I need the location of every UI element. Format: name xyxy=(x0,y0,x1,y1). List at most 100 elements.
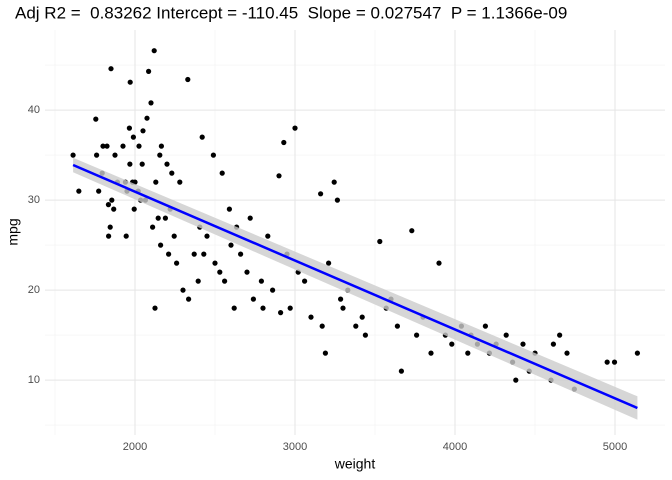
point xyxy=(482,323,488,329)
point xyxy=(191,251,197,257)
point xyxy=(136,143,142,149)
point xyxy=(123,233,129,239)
x-tick-label: 4000 xyxy=(443,441,467,453)
point xyxy=(398,368,404,374)
point xyxy=(153,179,159,185)
point xyxy=(204,233,210,239)
y-tick-label: 10 xyxy=(28,374,40,386)
y-axis-title: mpg xyxy=(5,218,21,245)
point xyxy=(158,143,164,149)
chart-title: Adj R2 = 0.83262 Intercept = -110.45 Slo… xyxy=(15,3,567,22)
point xyxy=(148,100,154,106)
point xyxy=(195,278,201,284)
point xyxy=(106,233,112,239)
point xyxy=(219,170,225,176)
point xyxy=(152,305,158,311)
fit-line xyxy=(72,163,638,410)
point xyxy=(177,179,183,185)
point xyxy=(132,179,138,185)
point xyxy=(238,251,244,257)
point xyxy=(222,278,228,284)
point xyxy=(70,152,76,158)
point xyxy=(338,296,344,302)
x-axis-title: weight xyxy=(334,456,376,472)
point xyxy=(340,305,346,311)
point xyxy=(139,161,145,167)
point xyxy=(276,173,282,179)
point xyxy=(318,191,324,197)
y-tick-label: 30 xyxy=(28,194,40,206)
point xyxy=(226,206,232,212)
point xyxy=(146,68,152,74)
point xyxy=(247,215,253,221)
point xyxy=(201,251,207,257)
point xyxy=(96,188,102,194)
point xyxy=(166,251,172,257)
confidence-band xyxy=(73,157,638,420)
point xyxy=(107,224,113,230)
y-tick-label: 20 xyxy=(28,284,40,296)
point xyxy=(362,332,368,338)
point xyxy=(186,296,192,302)
point xyxy=(94,152,100,158)
point xyxy=(130,134,136,140)
point xyxy=(210,152,216,158)
x-tick-label: 3000 xyxy=(283,441,307,453)
point xyxy=(353,323,359,329)
point xyxy=(557,332,563,338)
point xyxy=(308,314,314,320)
point xyxy=(164,161,170,167)
point xyxy=(278,310,284,316)
point xyxy=(76,188,82,194)
point xyxy=(140,128,146,134)
point xyxy=(100,143,106,149)
point xyxy=(126,125,132,131)
point xyxy=(155,215,161,221)
point xyxy=(104,143,110,149)
point xyxy=(359,314,365,320)
point xyxy=(108,66,114,72)
point xyxy=(319,323,325,329)
point xyxy=(105,202,112,208)
point xyxy=(292,125,298,131)
point xyxy=(322,350,328,356)
point xyxy=(120,143,126,149)
point xyxy=(157,152,163,158)
point xyxy=(212,260,218,266)
point xyxy=(503,332,509,338)
point xyxy=(217,269,223,275)
point xyxy=(520,341,526,347)
point xyxy=(174,260,180,266)
point xyxy=(144,115,150,121)
point xyxy=(93,116,99,122)
point xyxy=(260,305,266,311)
point xyxy=(127,79,133,85)
y-tick-label: 40 xyxy=(28,104,40,116)
point xyxy=(228,242,234,248)
point xyxy=(250,296,256,302)
point xyxy=(127,161,133,167)
point xyxy=(377,238,383,245)
point xyxy=(162,215,168,221)
point xyxy=(287,305,293,311)
x-tick-label: 2000 xyxy=(123,441,147,453)
point xyxy=(409,228,415,234)
point xyxy=(131,206,137,212)
point xyxy=(265,233,271,239)
point xyxy=(564,350,570,356)
x-tick-label: 5000 xyxy=(603,441,627,453)
point xyxy=(394,323,400,329)
point xyxy=(111,206,117,212)
point xyxy=(436,260,442,266)
point xyxy=(171,233,177,239)
point xyxy=(550,341,557,347)
point xyxy=(180,287,186,293)
point xyxy=(169,170,175,176)
point xyxy=(604,359,610,365)
point xyxy=(428,350,434,356)
point xyxy=(150,224,156,230)
point xyxy=(302,278,308,284)
point xyxy=(270,287,276,293)
point xyxy=(258,278,264,284)
